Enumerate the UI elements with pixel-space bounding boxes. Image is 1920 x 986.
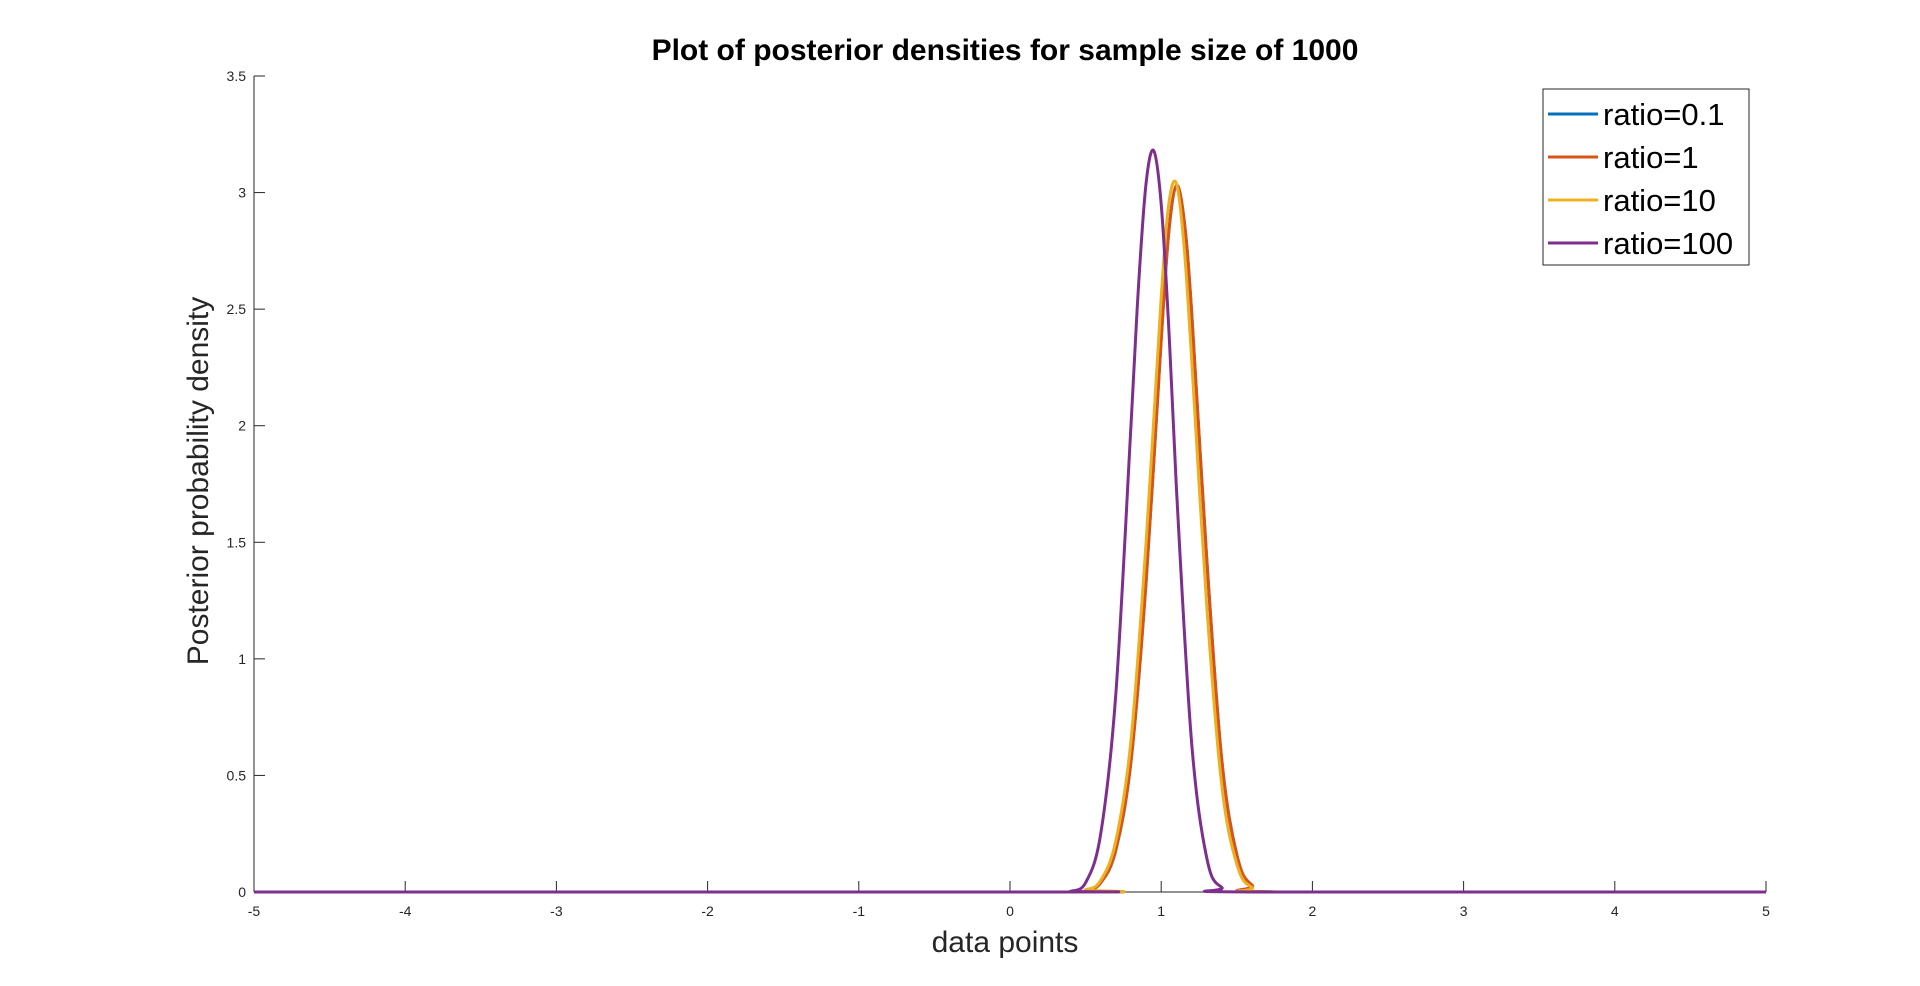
y-tick-label: 3 [238, 185, 246, 201]
x-tick-label: -4 [399, 903, 412, 919]
y-tick-label: 2 [238, 418, 246, 434]
x-tick-label: 3 [1460, 903, 1468, 919]
series-line-4 [253, 148, 1766, 894]
y-tick-label: 0.5 [227, 767, 247, 783]
x-axis-label: data points [932, 926, 1079, 959]
y-tick-label: 3.5 [227, 68, 247, 84]
x-tick-label: 0 [1006, 903, 1014, 919]
legend-label-2: ratio=1 [1603, 140, 1699, 175]
series-line-2 [253, 183, 1766, 894]
y-tick-label: 1.5 [227, 534, 247, 550]
y-tick-label: 2.5 [227, 301, 247, 317]
legend-label-4: ratio=100 [1603, 226, 1733, 261]
x-tick-label: 4 [1611, 903, 1619, 919]
x-tick-label: -3 [550, 903, 563, 919]
x-tick-label: 2 [1309, 903, 1317, 919]
y-tick-label: 1 [238, 651, 246, 667]
plot-area: -5 -4 -3 -2 -1 0 1 2 3 4 5 0 0.5 1 1.5 2 2.5 3 3.5 [227, 68, 1771, 919]
legend-box [1542, 88, 1750, 266]
legend-label-3: ratio=10 [1603, 183, 1716, 218]
x-tick-label: -5 [248, 903, 261, 919]
series-line-3 [253, 179, 1766, 894]
series-line-1 [253, 183, 1766, 894]
x-tick-label: 1 [1157, 903, 1165, 919]
legend: ratio=0.1 ratio=1 ratio=10 ratio=100 [1542, 88, 1750, 266]
x-tick-label: -2 [701, 903, 714, 919]
x-tick-label: -1 [853, 903, 866, 919]
y-axis-label: Posterior probability density [182, 297, 215, 666]
x-tick-label: 5 [1762, 903, 1770, 919]
y-tick-label: 0 [238, 884, 246, 900]
chart-title: Plot of posterior densities for sample s… [652, 34, 1359, 67]
legend-label-1: ratio=0.1 [1603, 97, 1725, 132]
